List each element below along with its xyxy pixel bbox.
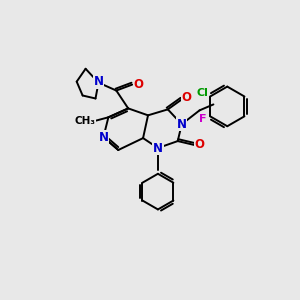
Text: N: N: [177, 118, 187, 131]
Text: N: N: [98, 130, 108, 144]
Text: O: O: [182, 91, 192, 104]
Text: O: O: [194, 138, 205, 151]
Text: F: F: [200, 114, 207, 124]
Text: N: N: [94, 75, 103, 88]
Text: O: O: [133, 78, 143, 91]
Text: CH₃: CH₃: [74, 116, 95, 126]
Text: N: N: [153, 142, 163, 154]
Text: Cl: Cl: [196, 88, 208, 98]
